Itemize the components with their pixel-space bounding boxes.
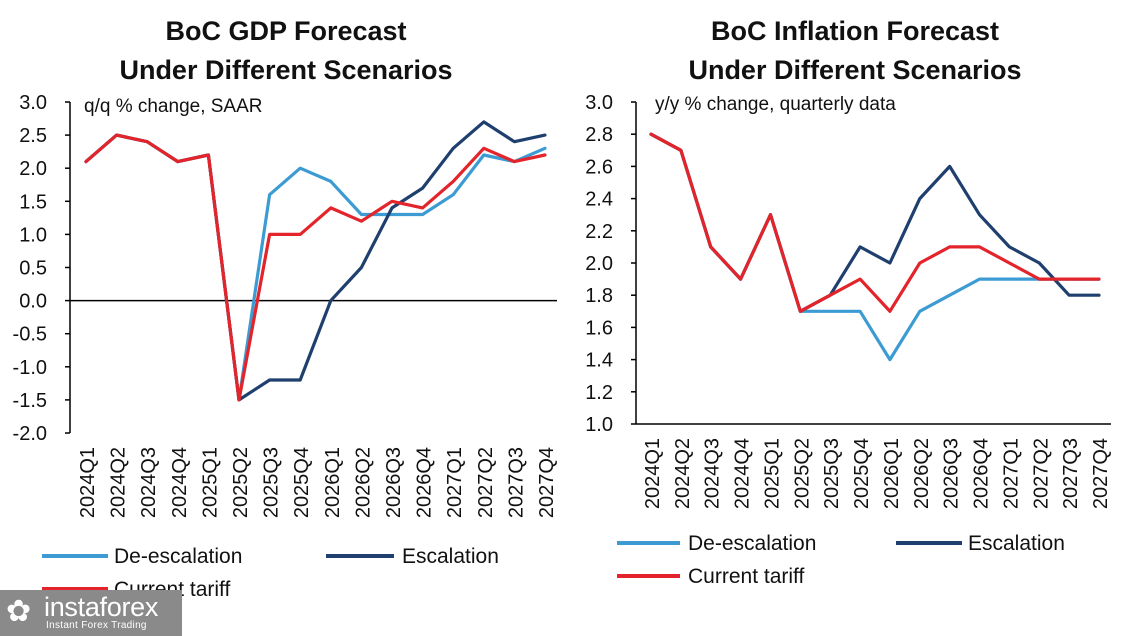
x-tick-label: 2024Q4: [169, 447, 191, 518]
x-tick-label: 2026Q2: [352, 447, 374, 518]
x-tick-label: 2025Q4: [851, 438, 873, 509]
x-tick-label: 2025Q2: [791, 438, 813, 509]
legend-label: Escalation: [402, 545, 499, 568]
x-tick-label: 2025Q3: [261, 447, 283, 518]
x-tick-label: 2027Q1: [444, 447, 466, 518]
legend-label: De-escalation: [688, 532, 816, 555]
y-tick-label: 1.8: [585, 285, 613, 307]
x-tick-label: 2025Q4: [291, 447, 313, 518]
chart-2: BoC Inflation Forecast Under Different Sc…: [585, 16, 1112, 588]
instaforex-logo-icon: ✿: [6, 595, 32, 628]
y-tick-label: -1.5: [13, 390, 47, 412]
chart-title: BoC GDP Forecast: [165, 16, 406, 46]
y-tick-label: -2.0: [13, 423, 47, 445]
x-tick-label: 2024Q1: [77, 447, 99, 518]
x-tick-label: 2025Q1: [761, 438, 783, 509]
y-tick-label: 1.0: [585, 414, 613, 436]
instaforex-watermark: ✿ instaforex Instant Forex Trading: [0, 590, 182, 636]
x-tick-label: 2025Q3: [821, 438, 843, 509]
legend-label: Current tariff: [688, 565, 804, 588]
y-tick-label: 2.2: [585, 221, 613, 243]
x-tick-label: 2024Q3: [138, 447, 160, 518]
x-tick-label: 2024Q3: [702, 438, 724, 509]
x-tick-label: 2026Q2: [911, 438, 933, 509]
x-tick-label: 2027Q4: [1090, 438, 1112, 509]
legend-label: Escalation: [968, 532, 1065, 555]
chart-subtitle: Under Different Scenarios: [119, 55, 452, 85]
series-line-current-tariff: [649, 132, 1101, 313]
chart-subtitle: Under Different Scenarios: [688, 55, 1021, 85]
chart-annotation: y/y % change, quarterly data: [655, 94, 896, 115]
series-line-escalation: [649, 132, 1101, 313]
x-tick-label: 2024Q2: [672, 438, 694, 509]
watermark-name: instaforex: [44, 592, 159, 622]
x-tick-label: 2027Q2: [1030, 438, 1052, 509]
x-tick-label: 2026Q4: [414, 447, 436, 518]
x-tick-label: 2026Q1: [322, 447, 344, 518]
chart-1: BoC GDP Forecast Under Different Scenario…: [13, 16, 558, 601]
x-tick-label: 2026Q3: [941, 438, 963, 509]
y-tick-label: 2.8: [585, 124, 613, 146]
y-tick-label: 2.4: [585, 189, 613, 211]
y-tick-label: 2.6: [585, 156, 613, 178]
y-tick-label: 1.0: [19, 224, 47, 246]
series-line-de-escalation: [84, 133, 547, 402]
x-tick-label: 2027Q1: [1000, 438, 1022, 509]
series-line-de-escalation: [649, 132, 1101, 362]
x-tick-label: 2027Q4: [536, 447, 558, 518]
y-tick-label: 0.0: [19, 291, 47, 313]
chart-title: BoC Inflation Forecast: [711, 16, 999, 46]
x-tick-label: 2025Q1: [199, 447, 221, 518]
y-tick-label: 2.0: [19, 158, 47, 180]
y-tick-label: 3.0: [19, 92, 47, 114]
y-tick-label: 1.6: [585, 317, 613, 339]
x-tick-label: 2024Q4: [732, 438, 754, 509]
x-tick-label: 2024Q1: [642, 438, 664, 509]
x-tick-label: 2025Q2: [230, 447, 252, 518]
legend-label: De-escalation: [114, 545, 242, 568]
y-tick-label: -1.0: [13, 357, 47, 379]
y-tick-label: 1.4: [585, 350, 613, 372]
series-line-current-tariff: [84, 133, 547, 402]
x-tick-label: 2026Q4: [971, 438, 993, 509]
x-tick-label: 2027Q2: [475, 447, 497, 518]
x-tick-label: 2027Q3: [505, 447, 527, 518]
chart-annotation: q/q % change, SAAR: [84, 96, 263, 117]
x-tick-label: 2024Q2: [108, 447, 130, 518]
x-tick-label: 2027Q3: [1060, 438, 1082, 509]
y-tick-label: 1.5: [19, 191, 47, 213]
y-tick-label: 2.0: [585, 253, 613, 275]
x-tick-label: 2026Q1: [881, 438, 903, 509]
y-tick-label: 0.5: [19, 258, 47, 280]
y-tick-label: 1.2: [585, 382, 613, 404]
y-tick-label: 2.5: [19, 125, 47, 147]
y-tick-label: -0.5: [13, 324, 47, 346]
y-tick-label: 3.0: [585, 92, 613, 114]
x-tick-label: 2026Q3: [383, 447, 405, 518]
watermark-tagline: Instant Forex Trading: [46, 620, 147, 631]
